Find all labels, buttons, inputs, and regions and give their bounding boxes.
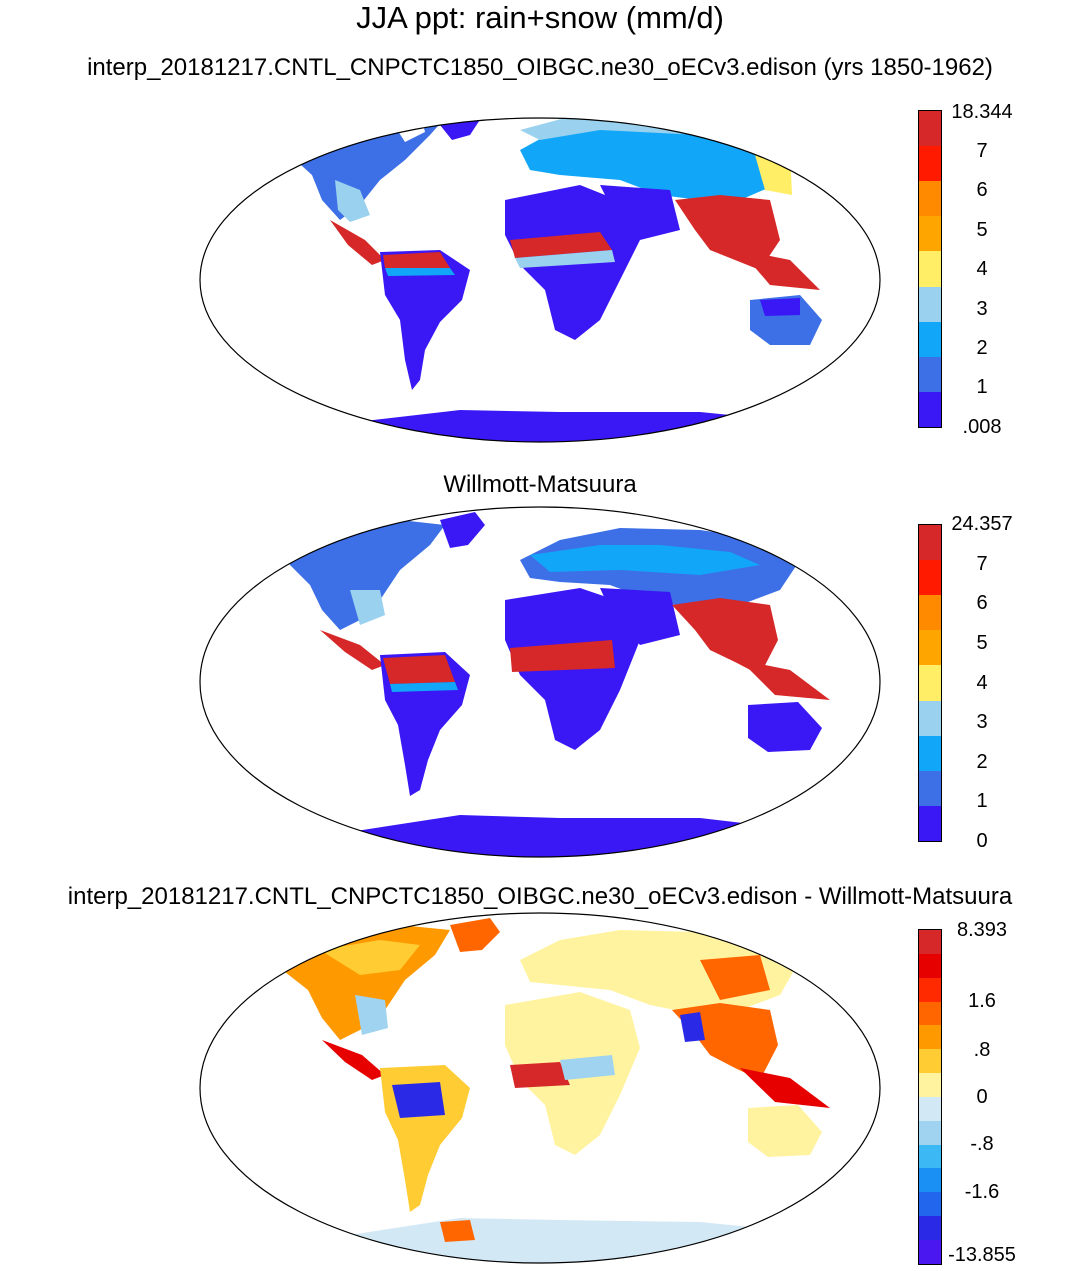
- colorbar-2-label: 7: [976, 553, 988, 575]
- colorbar-2-label: 0: [976, 830, 988, 852]
- colorbar-1-segment: [919, 321, 941, 357]
- colorbar-1-label: 18.344: [951, 101, 1013, 123]
- colorbar-3-label: .8: [973, 1039, 991, 1061]
- colorbar-2-segment: [919, 700, 941, 736]
- colorbar-3-segment: [919, 1073, 941, 1097]
- colorbar-1-label: .008: [962, 416, 1002, 438]
- figure-title: JJA ppt: rain+snow (mm/d): [356, 0, 724, 35]
- colorbar-1-segment: [919, 181, 941, 217]
- colorbar-3-segment: [919, 1025, 941, 1050]
- colorbar-1-segment: [919, 251, 941, 287]
- colorbar-3-segment: [919, 953, 941, 978]
- colorbar-3-segment: [919, 1192, 941, 1217]
- colorbar-1-label: 4: [976, 258, 988, 280]
- colorbar-1: [918, 110, 942, 428]
- colorbar-1-label: 5: [976, 219, 988, 241]
- colorbar-3-segment: [919, 977, 941, 1002]
- colorbar-2-segment: [919, 525, 941, 561]
- panel-2-title: Willmott-Matsuura: [443, 471, 637, 498]
- colorbar-1-segment: [919, 286, 941, 322]
- south-america: [380, 250, 470, 390]
- colorbar-3-segment: [919, 930, 941, 954]
- panel-3-title: interp_20181217.CNTL_CNPCTC1850_OIBGC.ne…: [67, 883, 1013, 910]
- south-asia: [675, 195, 780, 270]
- colorbar-3-label: -.8: [970, 1133, 994, 1155]
- colorbar-2-label: 6: [976, 592, 988, 614]
- colorbar-3-label: 1.6: [968, 990, 996, 1012]
- colorbar-1-segment: [919, 356, 941, 392]
- colorbar-2-label: 3: [976, 711, 988, 733]
- colorbar-1-label: 3: [976, 298, 988, 320]
- colorbar-3-segment: [919, 1239, 941, 1264]
- colorbar-3-segment: [919, 1120, 941, 1145]
- colorbar-3-label: 0: [976, 1086, 988, 1108]
- colorbar-3: [918, 929, 942, 1265]
- colorbar-2-segment: [919, 770, 941, 806]
- colorbar-2-segment: [919, 560, 941, 596]
- colorbar-2-label: 1: [976, 790, 988, 812]
- antarctica: [330, 410, 760, 442]
- colorbar-2-segment: [919, 735, 941, 771]
- colorbar-2-segment: [919, 665, 941, 701]
- colorbar-3-segment: [919, 1001, 941, 1026]
- colorbar-1-label: 7: [976, 140, 988, 162]
- colorbar-2-label: 24.357: [951, 513, 1013, 535]
- colorbar-2: [918, 524, 942, 842]
- colorbar-1-label: 1: [976, 376, 988, 398]
- colorbar-1-label: 2: [976, 337, 988, 359]
- colorbar-3-segment: [919, 1144, 941, 1169]
- colorbar-3-label: -1.6: [964, 1181, 1000, 1203]
- colorbar-3-segment: [919, 1096, 941, 1121]
- colorbar-3-segment: [919, 1168, 941, 1193]
- colorbar-1-label: 6: [976, 179, 988, 201]
- colorbar-3-segment: [919, 1216, 941, 1240]
- greenland: [440, 118, 485, 140]
- panel-3-map: [199, 912, 881, 1264]
- colorbar-1-segment: [919, 146, 941, 182]
- panel-2-map: [199, 506, 881, 858]
- colorbar-3-label: -13.855: [948, 1244, 1016, 1266]
- colorbar-2-segment: [919, 595, 941, 631]
- colorbar-1-segment: [919, 391, 941, 427]
- colorbar-2-label: 4: [976, 672, 988, 694]
- colorbar-2-label: 2: [976, 751, 988, 773]
- colorbar-2-label: 5: [976, 632, 988, 654]
- panel-1-map: [199, 117, 881, 443]
- colorbar-1-segment: [919, 111, 941, 147]
- colorbar-3-label: 8.393: [956, 919, 1008, 941]
- colorbar-1-segment: [919, 216, 941, 252]
- colorbar-3-segment: [919, 1049, 941, 1074]
- colorbar-2-segment: [919, 805, 941, 841]
- panel-1-title: interp_20181217.CNTL_CNPCTC1850_OIBGC.ne…: [87, 54, 993, 81]
- colorbar-2-segment: [919, 630, 941, 666]
